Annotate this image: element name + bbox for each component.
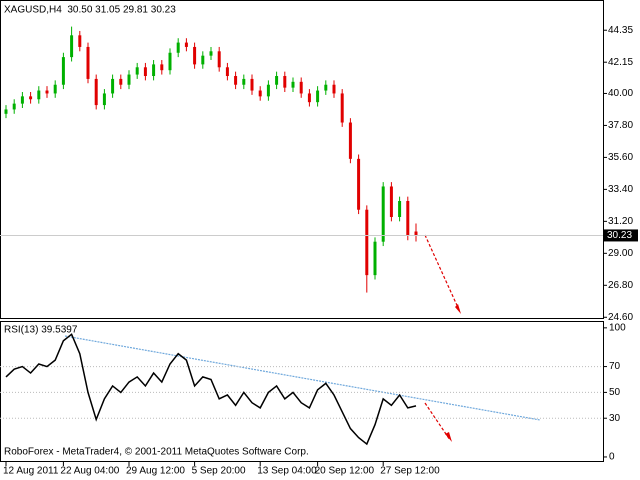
y-tick-label: 30 — [609, 413, 621, 424]
candle-body — [135, 67, 139, 75]
last-price-box — [604, 229, 638, 242]
candle-body — [152, 64, 156, 77]
candle-body — [348, 122, 352, 159]
candle-body — [143, 67, 147, 77]
y-tick-label: 35.60 — [608, 152, 633, 163]
y-tick-label: 26.80 — [608, 280, 633, 291]
y-tick-label: 37.80 — [608, 120, 633, 131]
y-tick-label: 50 — [609, 387, 621, 398]
candle-body — [102, 93, 106, 106]
price-header: XAGUSD,H4 30.50 31.05 29.81 30.23 — [4, 5, 176, 16]
candle-body — [242, 78, 246, 85]
candle-body — [111, 78, 115, 94]
candle-body — [184, 42, 188, 47]
candle-body — [365, 209, 369, 276]
candle-body — [160, 64, 164, 71]
y-tick-label: 100 — [609, 322, 626, 333]
rsi-header: RSI(13) 39.5397 — [4, 325, 78, 336]
candle-body — [291, 81, 295, 88]
rsi-panel — [0, 321, 604, 462]
candle-body — [127, 74, 131, 85]
y-tick-label: 70 — [609, 361, 621, 372]
candle-body — [275, 76, 279, 85]
y-tick-label: 31.20 — [608, 216, 633, 227]
arrow-head — [445, 432, 452, 442]
candle-body — [316, 90, 320, 103]
trend-line — [64, 335, 541, 421]
candle-body — [12, 103, 16, 110]
candle-body — [29, 96, 33, 100]
candle-body — [4, 109, 8, 114]
candle-body — [61, 57, 65, 85]
candle-body — [307, 93, 311, 103]
candle-body — [78, 35, 82, 47]
candle-body — [357, 158, 361, 210]
arrow-head — [455, 304, 461, 314]
last-price-label: 30.23 — [607, 230, 632, 241]
candle-body — [201, 55, 205, 65]
candle-body — [250, 78, 254, 91]
x-tick-label: 29 Aug 12:00 — [126, 466, 185, 477]
candle-body — [299, 81, 303, 94]
x-tick-label: 12 Aug 2011 — [3, 466, 59, 477]
y-tick-label: 40.00 — [608, 88, 633, 99]
x-tick-label: 13 Sep 04:00 — [257, 466, 317, 477]
y-tick-label: 44.35 — [608, 25, 633, 36]
candle-body — [266, 84, 270, 97]
candle-body — [234, 76, 238, 85]
x-tick-label: 5 Sep 20:00 — [192, 466, 246, 477]
candle-body — [217, 51, 221, 68]
candle-body — [283, 76, 287, 88]
candle-body — [168, 52, 172, 71]
candle-body — [389, 186, 393, 217]
forecast-arrow — [424, 234, 461, 313]
footer: RoboForex - MetaTrader4, © 2001-2011 Met… — [4, 447, 309, 458]
candle-body — [398, 201, 402, 217]
candle-body — [406, 201, 410, 236]
candle-body — [45, 90, 49, 94]
candle-body — [70, 35, 74, 58]
candle-body — [37, 90, 41, 100]
candle-body — [258, 90, 262, 97]
candle-body — [193, 46, 197, 65]
price-panel — [0, 0, 604, 319]
candle-body — [53, 84, 57, 94]
candle-body — [225, 67, 229, 77]
y-tick-label: 29.00 — [608, 248, 633, 259]
x-tick-label: 22 Aug 04:00 — [60, 466, 119, 477]
y-tick-label: 42.15 — [608, 57, 633, 68]
candle-body — [414, 231, 418, 236]
y-tick-label: 0 — [609, 452, 615, 463]
x-tick-label: 20 Sep 12:00 — [315, 466, 375, 477]
y-tick-label: 33.40 — [608, 184, 633, 195]
candle-body — [209, 51, 213, 56]
candle-body — [332, 84, 336, 94]
candle-body — [176, 42, 180, 53]
candle-body — [324, 84, 328, 91]
candle-body — [94, 78, 98, 106]
candle-body — [20, 96, 24, 104]
candle-body — [381, 186, 385, 242]
candle-body — [340, 93, 344, 123]
y-tick-label: 24.60 — [608, 312, 633, 323]
candle-body — [86, 46, 90, 79]
candle-body — [373, 241, 377, 276]
rsi-line — [5, 333, 417, 446]
x-tick-label: 27 Sep 12:00 — [380, 466, 440, 477]
candle-body — [119, 78, 123, 85]
